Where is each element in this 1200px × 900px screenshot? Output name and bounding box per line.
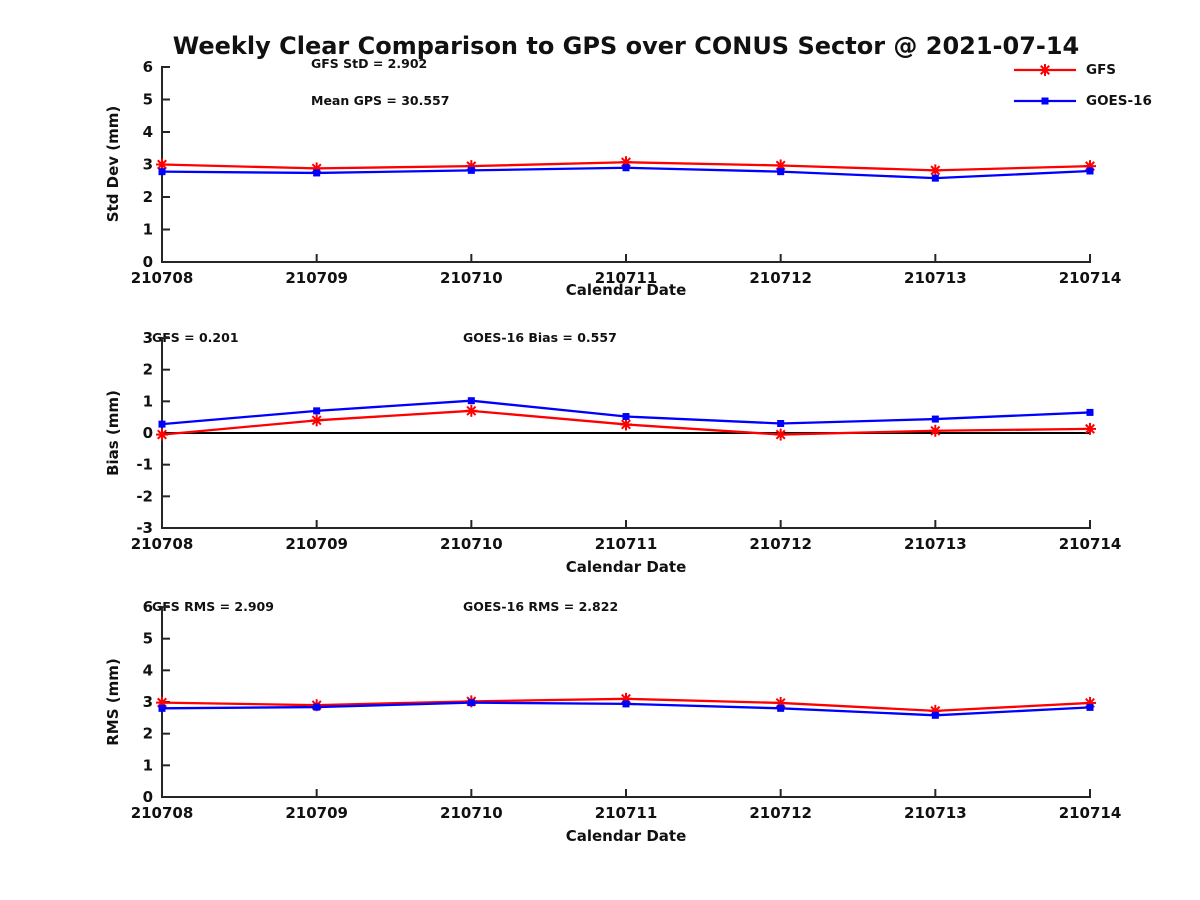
y-tick-label: 3 bbox=[143, 693, 153, 711]
y-tick-label: 0 bbox=[143, 253, 153, 271]
x-tick-label: 210708 bbox=[131, 269, 194, 287]
goes-16-marker bbox=[467, 699, 475, 707]
y-tick-label: -1 bbox=[136, 456, 153, 474]
gfs-marker bbox=[929, 424, 942, 437]
legend: GFS GOES-16 bbox=[1012, 62, 1152, 109]
gfs-marker bbox=[310, 414, 323, 427]
y-tick-label: 5 bbox=[143, 91, 153, 109]
y-tick-label: 3 bbox=[143, 156, 153, 174]
y-tick-label: 6 bbox=[143, 598, 153, 616]
x-tick-label: 210709 bbox=[285, 535, 348, 553]
goes-16-marker bbox=[622, 413, 630, 421]
y-tick-label: 2 bbox=[143, 188, 153, 206]
y-tick-label: 6 bbox=[143, 58, 153, 76]
gfs-marker bbox=[156, 428, 168, 441]
xlabel-calendar-date-3: Calendar Date bbox=[565, 827, 687, 845]
legend-label-goes16: GOES-16 bbox=[1086, 93, 1152, 109]
x-tick-label: 210708 bbox=[131, 535, 194, 553]
goes-16-marker bbox=[1086, 703, 1094, 711]
x-tick-label: 210709 bbox=[285, 804, 348, 822]
y-tick-label: 4 bbox=[143, 123, 153, 141]
y-tick-label: 2 bbox=[143, 725, 153, 743]
figure-title: Weekly Clear Comparison to GPS over CONU… bbox=[172, 32, 1080, 60]
x-tick-label: 210713 bbox=[904, 269, 967, 287]
goes-16-marker bbox=[777, 420, 785, 427]
y-tick-label: 4 bbox=[143, 661, 153, 679]
x-tick-label: 210714 bbox=[1059, 269, 1122, 287]
goes-16-marker bbox=[158, 704, 166, 712]
goes-16-marker bbox=[622, 700, 630, 708]
x-tick-label: 210710 bbox=[440, 535, 503, 553]
x-tick-label: 210713 bbox=[904, 804, 967, 822]
gfs-line-star-icon bbox=[1014, 64, 1076, 76]
goes-16-marker bbox=[931, 711, 939, 719]
goes-16-marker bbox=[777, 704, 785, 712]
x-tick-label: 210708 bbox=[131, 804, 194, 822]
goes-16-marker bbox=[467, 166, 475, 174]
y-tick-label: 3 bbox=[143, 329, 153, 347]
gfs-marker bbox=[620, 418, 632, 431]
xlabel-calendar-date-1: Calendar Date bbox=[565, 281, 687, 299]
gfs-marker bbox=[465, 404, 478, 417]
y-tick-label: -2 bbox=[136, 487, 153, 505]
legend-entry-gfs: GFS bbox=[1012, 62, 1152, 78]
goes-16-legend-marker bbox=[1041, 97, 1049, 105]
y-tick-label: 5 bbox=[143, 630, 153, 648]
goes-16-marker bbox=[1086, 408, 1094, 416]
goes-16-marker bbox=[313, 407, 321, 415]
x-tick-label: 210711 bbox=[595, 269, 658, 287]
y-tick-label: 1 bbox=[143, 392, 153, 410]
goes-16-marker bbox=[1086, 167, 1094, 175]
y-tick-label: 1 bbox=[143, 221, 153, 239]
goes-16-marker bbox=[467, 397, 475, 405]
legend-entry-goes16: GOES-16 bbox=[1012, 93, 1152, 109]
annotation-mean-gps: Mean GPS = 30.557 bbox=[311, 93, 450, 108]
x-tick-label: 210712 bbox=[749, 269, 812, 287]
goes-16-marker bbox=[158, 168, 166, 176]
gfs-marker bbox=[1084, 422, 1096, 435]
annotation-gfs-std: GFS StD = 2.902 bbox=[311, 56, 428, 71]
y-tick-label: 0 bbox=[143, 424, 153, 442]
goes-16-marker bbox=[931, 415, 939, 423]
gfs-legend-marker bbox=[1039, 64, 1051, 76]
x-tick-label: 210710 bbox=[440, 269, 503, 287]
x-tick-label: 210711 bbox=[595, 804, 658, 822]
x-tick-label: 210709 bbox=[285, 269, 348, 287]
goes-16-marker bbox=[931, 174, 939, 182]
x-tick-label: 210712 bbox=[749, 804, 812, 822]
y-tick-label: 0 bbox=[143, 788, 153, 806]
x-tick-label: 210713 bbox=[904, 535, 967, 553]
annotation-goes-rms: GOES-16 RMS = 2.822 bbox=[463, 599, 619, 614]
x-tick-label: 210712 bbox=[749, 535, 812, 553]
annotation-goes-bias: GOES-16 Bias = 0.557 bbox=[463, 330, 617, 345]
subplot-2: -3 -2 -1 0 1 2 3 210708 210709 210710 210711 210712… bbox=[131, 329, 1122, 553]
legend-label-gfs: GFS bbox=[1086, 62, 1117, 78]
subplot-3: 0 1 2 3 4 5 6 210708 210709 210710 210711 210712 210… bbox=[131, 598, 1122, 822]
goes-16-marker bbox=[313, 169, 321, 177]
goes-16-marker bbox=[158, 420, 166, 428]
goes-16-marker bbox=[313, 703, 321, 711]
goes-16-marker bbox=[777, 168, 785, 176]
x-tick-label: 210714 bbox=[1059, 804, 1122, 822]
gfs-marker bbox=[774, 428, 787, 441]
x-tick-label: 210714 bbox=[1059, 535, 1122, 553]
xlabel-calendar-date-2: Calendar Date bbox=[565, 558, 687, 576]
x-tick-label: 210710 bbox=[440, 804, 503, 822]
x-tick-label: 210711 bbox=[595, 535, 658, 553]
goes16-line-square-icon bbox=[1014, 97, 1076, 105]
goes-16-marker bbox=[622, 164, 630, 172]
y-tick-label: -3 bbox=[136, 519, 153, 537]
gfs-marker bbox=[929, 164, 942, 177]
annotation-gfs-bias: GFS = 0.201 bbox=[152, 330, 239, 345]
annotation-gfs-rms: GFS RMS = 2.909 bbox=[152, 599, 274, 614]
subplot-1: 0 1 2 3 4 5 6 210708 210709 210710 210711 210712 210… bbox=[131, 58, 1122, 287]
y-tick-label: 1 bbox=[143, 756, 153, 774]
y-tick-label: 2 bbox=[143, 361, 153, 379]
